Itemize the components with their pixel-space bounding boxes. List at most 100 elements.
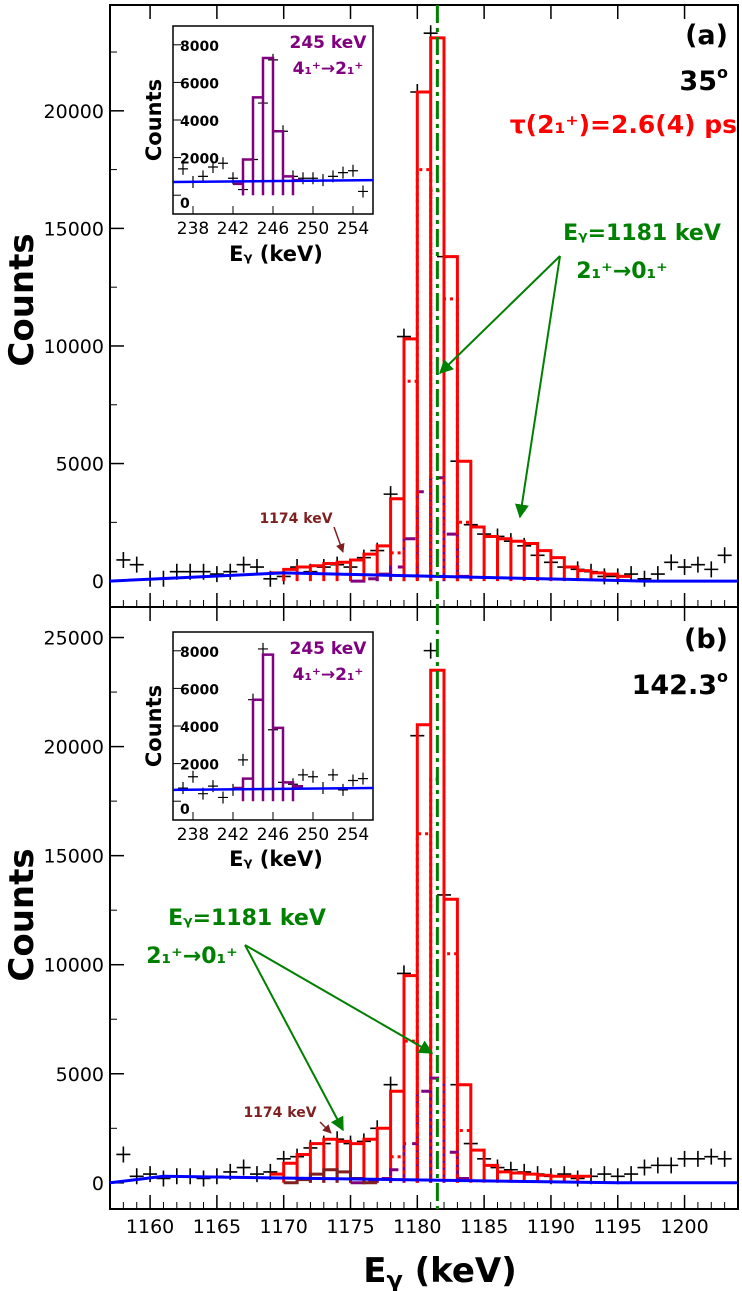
inset-data-point-ib-18 [358, 772, 368, 785]
inset-series-ib-background [172, 786, 374, 792]
inset-data-point-ia-18 [358, 185, 368, 198]
data-point-b-1 [129, 1168, 144, 1185]
series-a-total-fit [270, 36, 632, 582]
y-tick-label-b-3: 15000 [44, 846, 104, 868]
panel-a-angle: 35o [679, 63, 728, 97]
inset-y-tick-label-ia-4: 8000 [180, 39, 219, 55]
panel-a-label: (a) [685, 20, 728, 51]
panel-a-contaminant-arrow [333, 526, 345, 553]
x-tick-label-0: 1160 [126, 1216, 174, 1238]
panel-b-arrow-to-peak [244, 944, 434, 1054]
inset-x-tick-label-ia-4: 254 [337, 219, 369, 239]
inset-x-tick-label-ib-2: 246 [257, 825, 289, 845]
y-axis-title-b: Counts [2, 848, 42, 981]
inset-a-plot: 0 2000 4000 6000 8000 238 242 246 250 254 [172, 39, 374, 239]
inset-data-point-ia-0 [178, 162, 188, 175]
panel-a-angle-value: 35 [679, 66, 717, 97]
inset-x-tick-label-ib-3: 250 [297, 825, 329, 845]
inset-x-tick-label-ia-1: 242 [217, 219, 249, 239]
x-axis-title-sub: γ [386, 1266, 402, 1291]
inset-data-point-ib-12 [298, 768, 308, 781]
series-b-peak-dotted [390, 777, 471, 1183]
inset-a-energy: 245 keV [290, 33, 368, 53]
inset-y-tick-label-ib-3: 6000 [180, 682, 219, 698]
inset-data-point-ia-13 [308, 172, 318, 185]
panel-a-contaminant-label: 1174 keV [259, 511, 332, 527]
data-point-b-3 [156, 1170, 171, 1187]
data-point-b-0 [116, 1146, 131, 1163]
inset-data-point-ia-4 [218, 157, 228, 170]
x-axis-title-unit: (keV) [403, 1251, 517, 1291]
x-tick-label-3: 1175 [326, 1216, 374, 1238]
data-point-a-39 [637, 570, 652, 587]
x-axis-title-main: E [363, 1251, 386, 1291]
inset-data-point-ib-13 [308, 770, 318, 783]
data-point-b-36 [597, 1166, 612, 1183]
inset-x-tick-label-ia-2: 246 [257, 219, 289, 239]
panel-a-transition-energy: Eᵧ=1181 keV [563, 221, 721, 246]
inset-y-tick-label-ib-0: 0 [180, 802, 190, 818]
inset-b-transition: 4₁⁺→2₁⁺ [293, 665, 364, 685]
panel-b-frame [109, 606, 739, 1210]
inset-b-y-title: Counts [142, 685, 166, 767]
data-point-a-10 [249, 559, 264, 576]
data-point-b-43 [690, 1150, 705, 1167]
inset-x-tick-label-ia-0: 238 [177, 219, 209, 239]
x-tick-label-5: 1185 [460, 1216, 508, 1238]
data-point-b-9 [236, 1159, 251, 1176]
y-tick-label-b-5: 25000 [44, 628, 104, 650]
data-point-b-41 [664, 1157, 679, 1174]
y-axis-title-a: Counts [2, 233, 42, 366]
data-point-b-10 [249, 1166, 264, 1183]
data-point-b-40 [650, 1157, 665, 1174]
degree-sign-a: o [717, 63, 728, 82]
data-point-b-39 [637, 1159, 652, 1176]
data-point-b-38 [624, 1166, 639, 1183]
inset-data-point-ib-6 [238, 753, 248, 766]
inset-data-point-ib-16 [338, 783, 348, 796]
inset-data-point-ib-8 [258, 642, 268, 655]
inset-x-tick-label-ia-3: 250 [297, 219, 329, 239]
data-point-b-45 [717, 1150, 732, 1167]
data-point-a-40 [650, 566, 665, 583]
inset-a-y-title: Counts [142, 79, 166, 161]
data-point-a-7 [209, 566, 224, 583]
inset-y-tick-label-ia-3: 6000 [180, 76, 219, 92]
panel-b-transition-energy: Eᵧ=1181 keV [168, 906, 326, 931]
data-point-a-45 [717, 547, 732, 564]
inset-x-tick-label-ib-1: 242 [217, 825, 249, 845]
inset-b-energy: 245 keV [290, 639, 368, 659]
series-b-background [109, 1174, 738, 1185]
inset-data-point-ia-2 [198, 170, 208, 183]
y-tick-label-a-0: 0 [92, 571, 104, 593]
y-tick-label-b-2: 10000 [44, 955, 104, 977]
inset-a-x-title: Eᵧ (keV) [229, 242, 323, 266]
data-point-b-44 [704, 1148, 719, 1165]
data-point-b-42 [677, 1150, 692, 1167]
data-point-a-41 [664, 554, 679, 571]
inset-y-tick-label-ib-4: 8000 [180, 645, 219, 661]
inset-x-tick-label-ib-0: 238 [177, 825, 209, 845]
panel-b-angle-value: 142.3 [632, 670, 717, 701]
data-point-a-8 [223, 563, 238, 580]
inset-data-point-ib-15 [328, 768, 338, 781]
series-b-total-fit [270, 668, 591, 1183]
inset-data-point-ib-0 [178, 782, 188, 795]
inset-data-point-ia-16 [338, 166, 348, 179]
y-tick-label-b-4: 20000 [44, 737, 104, 759]
data-point-a-0 [116, 551, 131, 568]
data-point-b-6 [196, 1170, 211, 1187]
degree-sign-b: o [717, 667, 728, 686]
inset-y-tick-label-ia-1: 2000 [180, 152, 219, 168]
y-tick-label-a-3: 15000 [44, 218, 104, 240]
inset-series-ib-fit [233, 653, 303, 802]
panel-b-label: (b) [684, 624, 728, 655]
panel-b-transition: 2₁⁺→0₁⁺ [146, 944, 238, 969]
data-point-a-9 [236, 556, 251, 573]
inset-b-x-title: Eᵧ (keV) [229, 847, 323, 871]
inset-series-ia-fit [233, 56, 303, 196]
inset-data-point-ia-17 [348, 164, 358, 177]
panel-b-contaminant-arrow [319, 1121, 332, 1134]
